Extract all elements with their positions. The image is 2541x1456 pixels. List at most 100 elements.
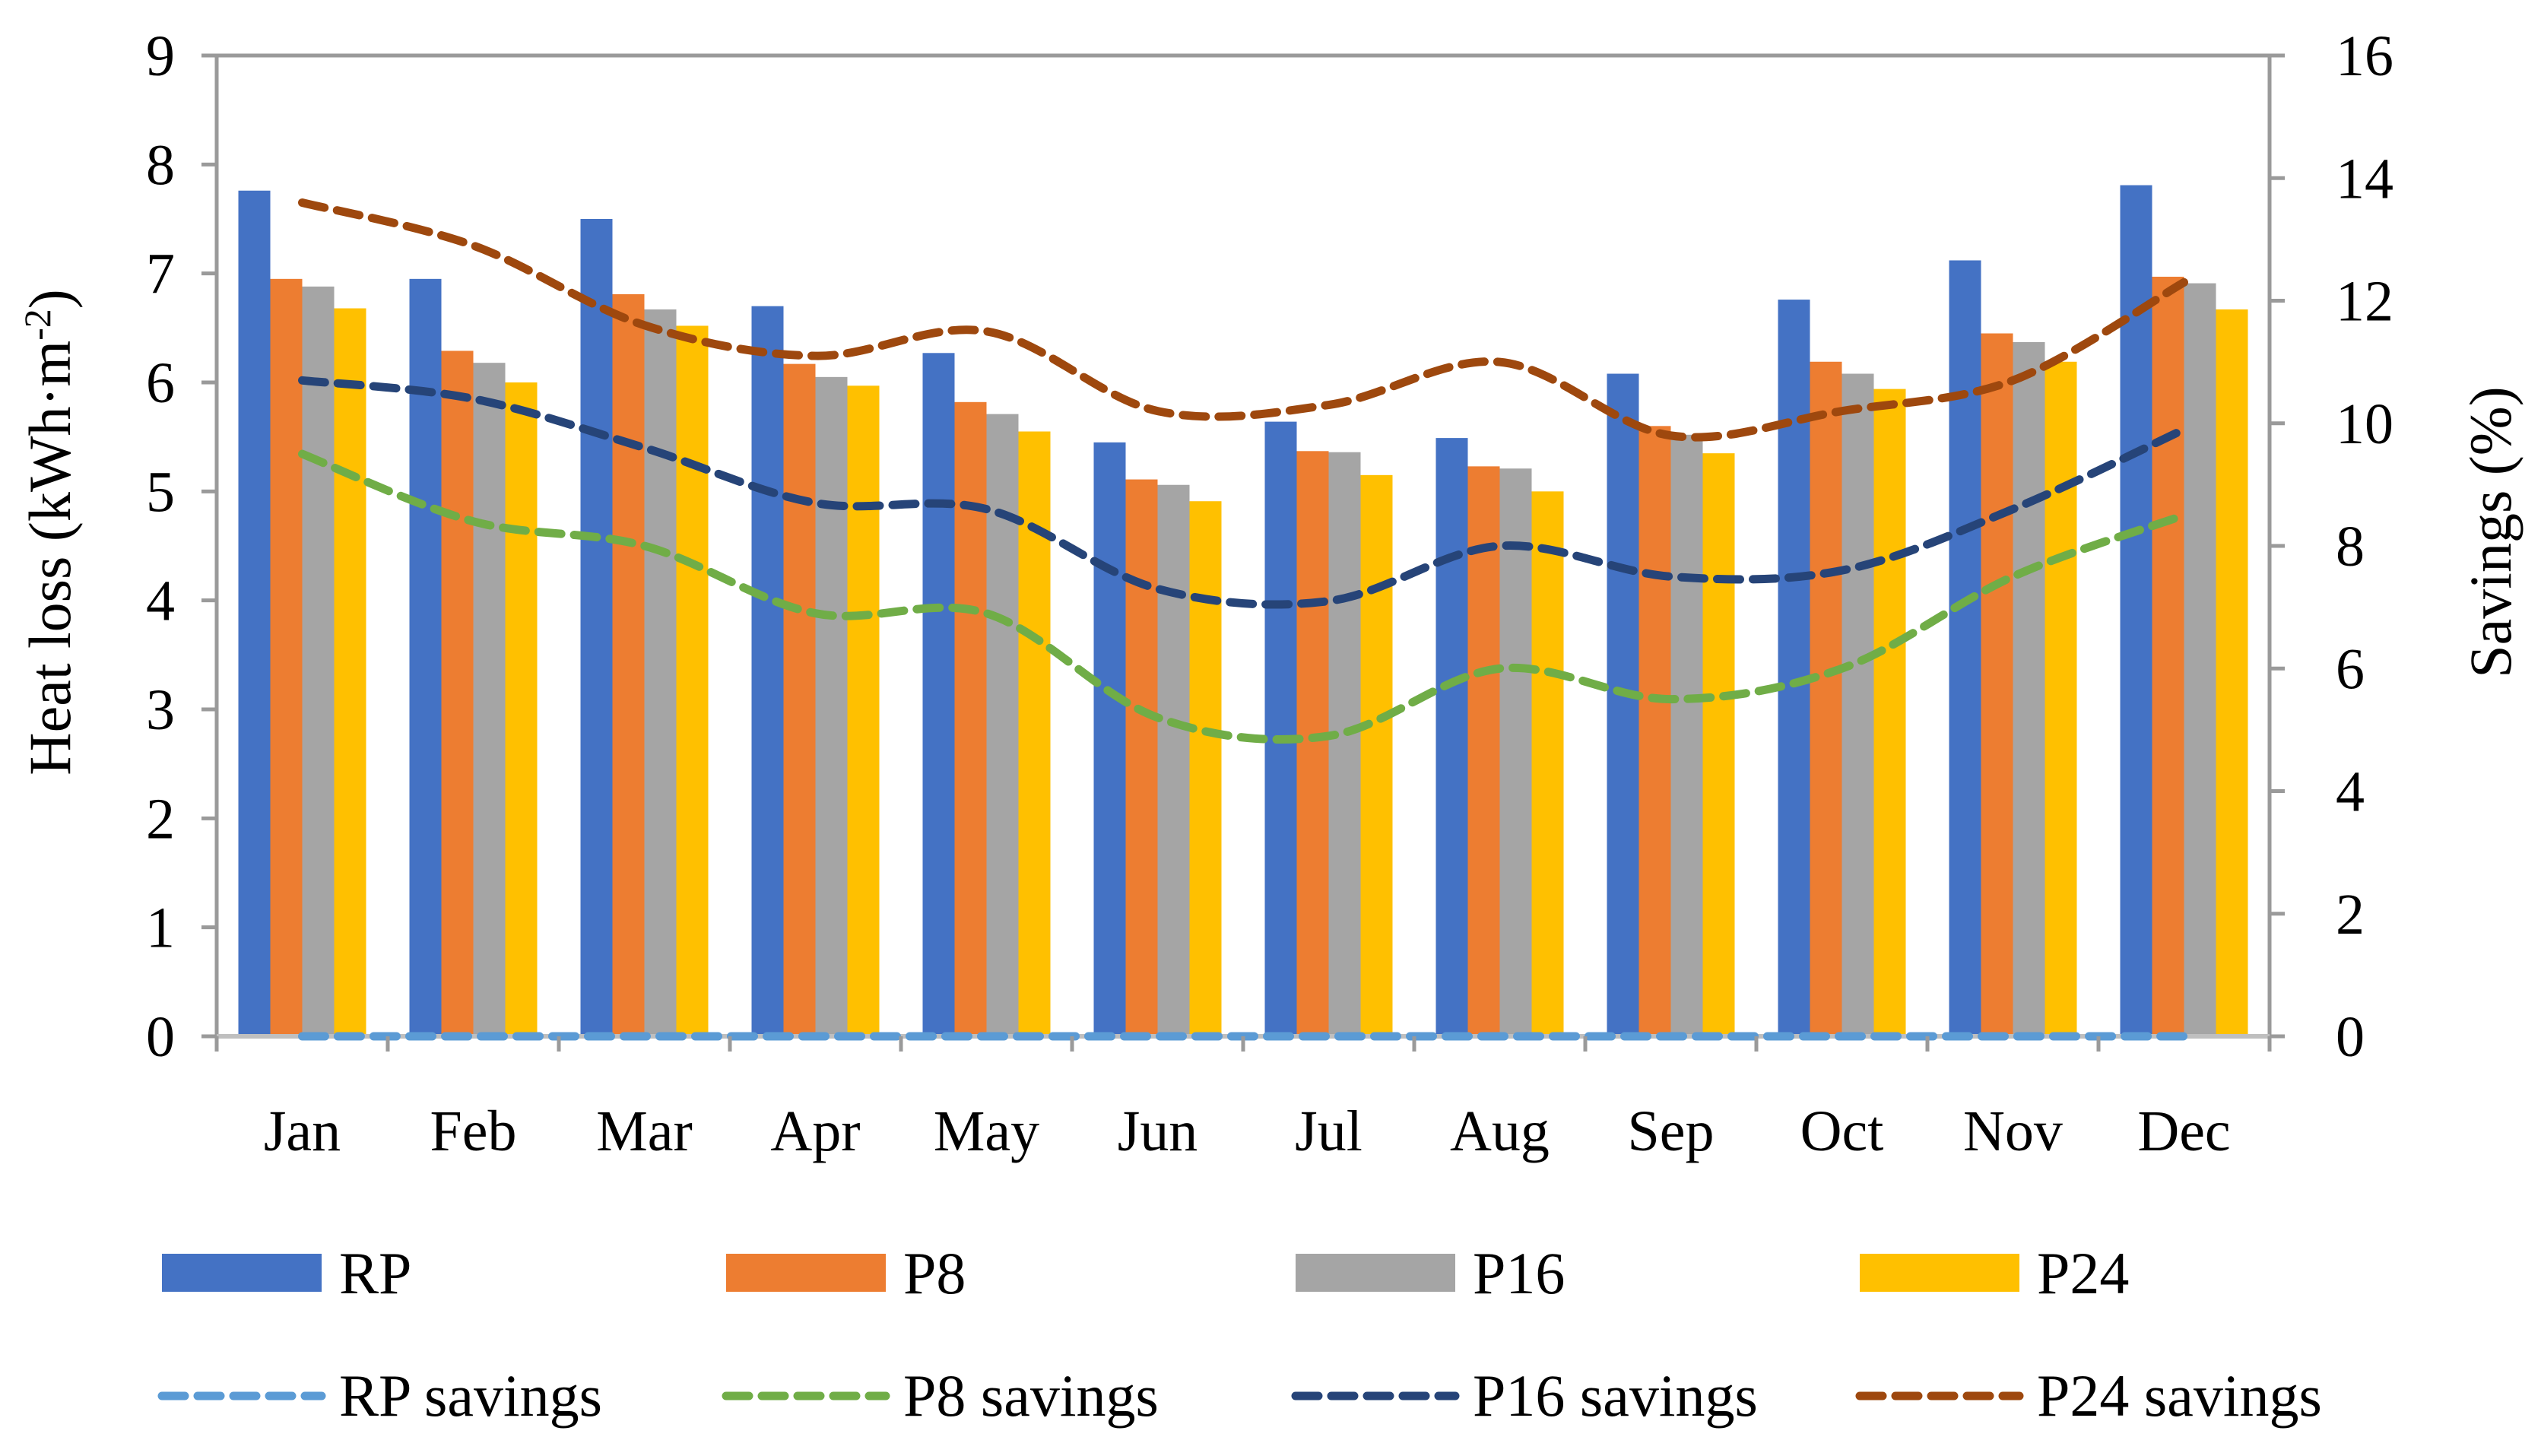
bar-p16-sep: [1670, 434, 1703, 1036]
y2-tick-label-0: 0: [2336, 1005, 2365, 1069]
x-tick-label-jul: Jul: [1295, 1099, 1362, 1163]
bar-p24-dec: [2216, 309, 2248, 1036]
legend-label-p24: P24: [2037, 1240, 2129, 1306]
bar-p24-jan: [334, 308, 366, 1036]
y2-tick-label-6: 6: [2336, 637, 2365, 701]
bar-rp-nov: [1949, 260, 1981, 1036]
bar-rp-oct: [1778, 300, 1810, 1037]
bar-p24-feb: [505, 382, 538, 1036]
y-tick-label-0: 0: [146, 1005, 175, 1069]
x-tick-label-aug: Aug: [1450, 1099, 1550, 1163]
bar-p8-feb: [441, 351, 474, 1036]
bar-rp-mar: [580, 219, 613, 1036]
bar-p16-apr: [815, 376, 848, 1036]
x-tick-label-jan: Jan: [264, 1099, 341, 1163]
x-tick-label-may: May: [934, 1099, 1039, 1163]
legend-label-p16: P16: [1473, 1240, 1565, 1306]
bar-p16-oct: [1842, 373, 1874, 1036]
legend-label-rp: RP: [339, 1240, 411, 1306]
bar-p24-jul: [1360, 474, 1393, 1036]
bar-rp-jul: [1264, 421, 1297, 1036]
x-tick-label-apr: Apr: [770, 1099, 860, 1163]
bar-p24-aug: [1531, 491, 1564, 1036]
bar-p8-oct: [1810, 361, 1842, 1036]
bar-p8-mar: [612, 293, 645, 1036]
legend-label-p8: P8: [903, 1240, 966, 1306]
y-tick-label-9: 9: [146, 24, 175, 88]
legend-swatch-p16: [1296, 1254, 1455, 1292]
bar-p24-mar: [676, 325, 709, 1036]
y-tick-label-7: 7: [146, 243, 175, 306]
y-tick-label-4: 4: [146, 569, 175, 633]
bar-p8-sep: [1638, 426, 1671, 1036]
x-tick-label-oct: Oct: [1800, 1099, 1884, 1163]
legend-swatch-p8: [726, 1254, 886, 1292]
bar-p8-aug: [1467, 466, 1500, 1036]
legend-label-p8-savings: P8 savings: [903, 1362, 1159, 1429]
bar-p8-nov: [1981, 333, 2013, 1036]
bar-p24-nov: [2045, 361, 2077, 1036]
y-tick-label-1: 1: [146, 896, 175, 960]
y-tick-label-2: 2: [146, 787, 175, 851]
bar-p24-apr: [847, 385, 880, 1036]
bar-series-group: [238, 185, 2248, 1037]
bar-p16-dec: [2184, 283, 2216, 1037]
bar-p8-jun: [1125, 479, 1158, 1036]
legend-label-rp-savings: RP savings: [339, 1362, 602, 1429]
x-tick-label-feb: Feb: [430, 1099, 517, 1163]
y2-tick-label-12: 12: [2336, 270, 2393, 334]
legend-label-p16-savings: P16 savings: [1473, 1362, 1758, 1429]
bar-p16-jun: [1157, 484, 1190, 1036]
bar-p24-sep: [1702, 453, 1735, 1036]
bar-p8-jan: [270, 278, 303, 1036]
bar-p16-nov: [2013, 341, 2045, 1036]
bar-rp-sep: [1607, 373, 1639, 1036]
left-y-axis-title: Heat loss (kWh·m-2): [16, 289, 83, 776]
y2-tick-label-4: 4: [2336, 760, 2365, 824]
bar-p16-may: [986, 414, 1019, 1036]
legend-swatch-p24: [1860, 1254, 2019, 1292]
y2-tick-label-16: 16: [2336, 24, 2393, 88]
bar-p8-may: [954, 401, 987, 1036]
bar-rp-may: [922, 353, 955, 1036]
bar-p16-jul: [1328, 452, 1361, 1036]
y2-tick-label-14: 14: [2336, 147, 2393, 211]
x-tick-label-mar: Mar: [596, 1099, 693, 1163]
y2-tick-label-10: 10: [2336, 392, 2393, 456]
bar-p16-aug: [1499, 468, 1532, 1036]
left-y-axis-ticks: 0 1 2 3 4 5 6 7 8 9: [146, 24, 217, 1069]
bar-p8-apr: [783, 363, 816, 1037]
x-tick-label-nov: Nov: [1963, 1099, 2063, 1163]
x-tick-label-jun: Jun: [1118, 1099, 1198, 1163]
bar-p16-mar: [644, 309, 677, 1036]
bar-rp-jun: [1093, 442, 1126, 1036]
y-tick-label-6: 6: [146, 351, 175, 415]
legend-label-p24-savings: P24 savings: [2037, 1362, 2322, 1429]
x-tick-label-dec: Dec: [2137, 1099, 2230, 1163]
y-tick-label-3: 3: [146, 678, 175, 742]
right-y-axis-title: Savings (%): [2457, 386, 2524, 677]
bar-p16-feb: [473, 363, 506, 1036]
legend: RP P8 P16 P24 RP savings P8 savings P16 saving…: [157, 1240, 2322, 1429]
bar-rp-dec: [2120, 185, 2152, 1037]
x-axis-ticks: Jan Feb Mar Apr May Jun Jul Aug Sep Oct Nov Dec: [214, 1036, 2272, 1163]
line-p24-savings: [298, 198, 2188, 442]
y-tick-label-5: 5: [146, 460, 175, 524]
bar-p24-oct: [1873, 389, 1906, 1037]
line-p8-savings: [298, 449, 2188, 744]
bar-rp-jan: [238, 190, 271, 1036]
bar-p16-jan: [302, 286, 335, 1036]
y2-tick-label-8: 8: [2336, 515, 2365, 579]
y2-tick-label-2: 2: [2336, 883, 2365, 947]
right-y-axis-ticks: 0 2 4 6 8 10 12 14 16: [2270, 24, 2393, 1069]
x-tick-label-sep: Sep: [1628, 1099, 1715, 1163]
bar-p8-dec: [2152, 276, 2184, 1036]
bar-rp-feb: [409, 278, 442, 1036]
bar-p24-jun: [1189, 501, 1222, 1036]
y-tick-label-8: 8: [146, 133, 175, 197]
bar-p8-jul: [1296, 451, 1329, 1036]
line-p16-savings: [298, 376, 2188, 609]
legend-swatch-rp: [162, 1254, 322, 1292]
